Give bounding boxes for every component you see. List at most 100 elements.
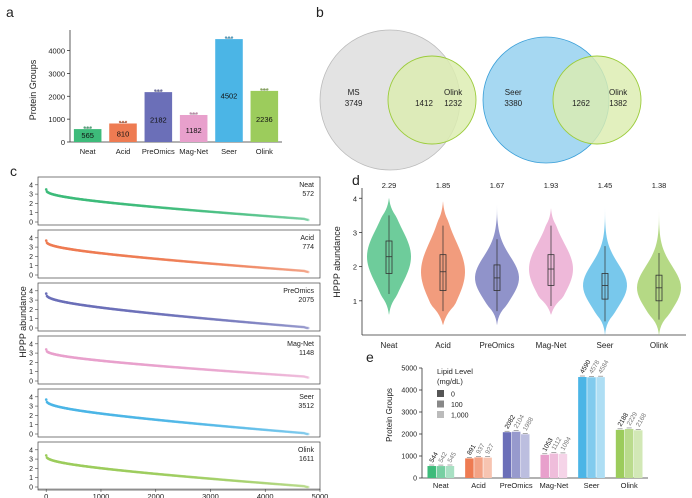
scatter-point [277,215,280,219]
scatter-point [257,481,260,484]
scatter-point [238,264,241,268]
panel-a-bar [144,92,173,142]
scatter-point [271,267,275,270]
scatter-point [283,324,286,327]
scatter-ytick-label: 1 [29,475,33,482]
scatter-point [264,266,268,270]
panel-e-category-label: Seer [584,481,600,490]
scatter-point [44,292,48,295]
violin-ytick-label: 1 [353,297,357,306]
scatter-point [260,322,263,325]
scatter-point [269,267,273,270]
scatter-point [270,429,273,432]
scatter-point [266,266,270,270]
panel-e-ytick-label: 1000 [401,454,417,461]
scatter-point [265,372,269,376]
scatter-point [267,482,271,485]
venn-overlap-count: 1412 [415,99,433,108]
scatter-point [257,321,260,325]
scatter-point [290,216,293,220]
panel-e-bar [436,466,446,478]
scatter-ytick-label: 0 [29,432,33,439]
scatter-point [286,374,289,377]
scatter-subpanel-name: Acid [300,235,314,242]
scatter-point [246,427,250,430]
scatter-point [232,212,236,215]
scatter-point [240,212,243,216]
scatter-point [44,188,48,191]
scatter-point [244,371,248,374]
scatter-point [267,266,270,270]
scatter-point [255,427,259,431]
scatter-ytick-label: 1 [29,422,33,429]
scatter-point [251,427,254,431]
panel-e-bar [549,453,559,478]
scatter-point [280,267,283,271]
violin-median-label: 2.29 [382,181,397,190]
scatter-point [239,320,243,324]
panel-a-value-label: 810 [117,130,130,139]
scatter-point [239,370,243,374]
violin-median-label: 1.85 [436,181,451,190]
scatter-point [263,322,266,326]
scatter-point [256,427,260,431]
scatter-point [245,265,249,268]
scatter-point [255,371,259,375]
scatter-point [277,267,280,271]
scatter-point [246,480,250,484]
scatter-point [255,265,259,269]
scatter-point [235,264,239,268]
scatter-point [282,430,286,433]
panel-b-venn: MS 3749 1412 Olink 1232 Seer 3380 1262 Olink 1382 [319,29,642,171]
panel-e-value-label: 544 [428,451,440,464]
venn-overlap-count: 1262 [572,99,590,108]
scatter-subpanel-count: 1611 [299,456,314,463]
scatter-point [290,268,294,272]
scatter-point [240,264,243,268]
scatter-point [261,481,265,485]
scatter-point [301,269,305,273]
scatter-point [290,430,293,434]
scatter-point [286,324,289,328]
scatter-point [304,270,307,273]
scatter-point [253,213,257,217]
scatter-point [258,372,261,375]
scatter-point [293,216,296,220]
scatter-point [287,324,290,328]
scatter-point [287,374,291,377]
scatter-point [261,322,265,325]
scatter-point [247,213,250,216]
scatter-point [285,374,289,377]
panel-e-value-label: 927 [484,442,496,455]
panel-a-replicate-point [157,89,160,92]
scatter-point [251,265,254,269]
scatter-point [256,321,260,325]
scatter-point [298,325,302,329]
panel-e-bar [502,432,512,478]
scatter-point [248,213,251,217]
scatter-point [236,320,240,323]
venn-right-only-count: 1232 [444,99,462,108]
scatter-point [272,323,276,326]
scatter-point [279,373,283,377]
scatter-point [231,479,235,482]
scatter-point [241,264,245,268]
scatter-point [301,431,305,435]
scatter-point [238,479,241,483]
scatter-point [267,428,271,432]
scatter-ytick-label: 3 [29,404,33,411]
scatter-point [281,430,285,433]
scatter-point [291,374,295,378]
scatter-point [248,427,252,430]
scatter-point [250,321,253,324]
violin-category-label: Neat [381,341,399,350]
scatter-point [274,429,277,433]
scatter-point [44,454,48,457]
scatter-point [235,370,239,374]
scatter-point [259,481,263,485]
scatter-point [264,428,267,432]
scatter-point [296,269,299,272]
scatter-point [307,270,310,274]
scatter-point [261,428,264,431]
